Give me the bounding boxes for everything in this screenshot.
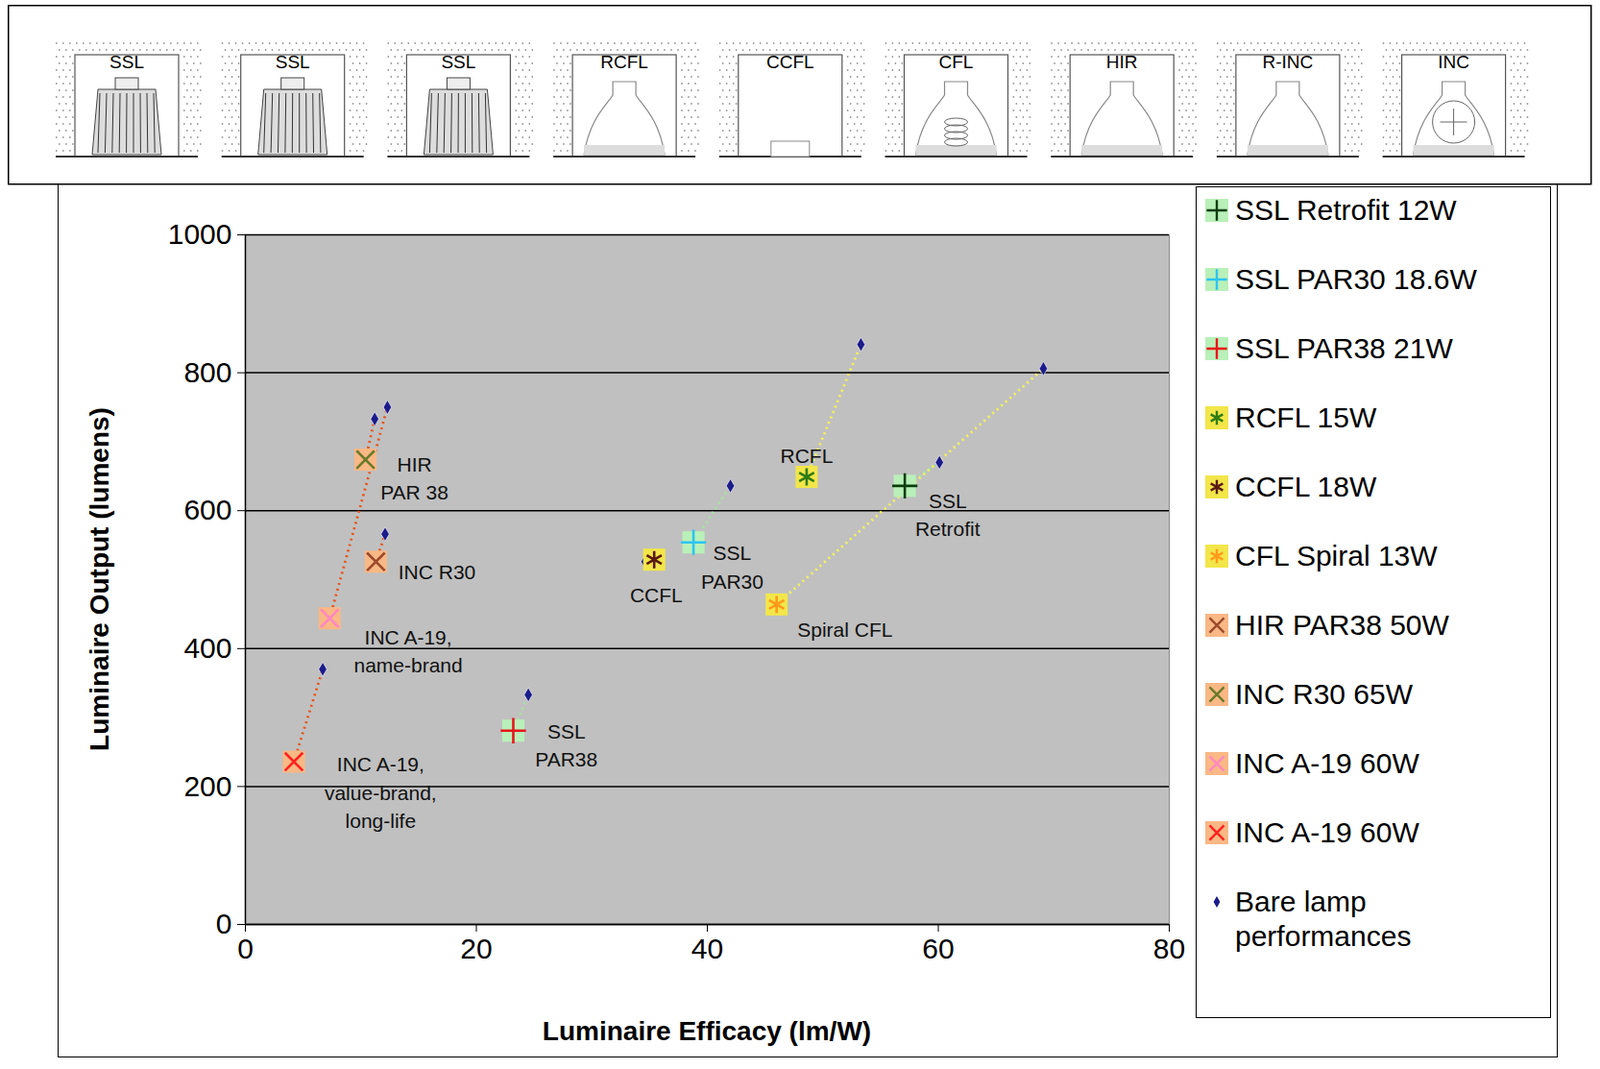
svg-text:SSLPAR30: SSLPAR30 xyxy=(701,541,764,592)
svg-text:INC A-19,name-brand: INC A-19,name-brand xyxy=(353,626,462,677)
svg-text:SSL: SSL xyxy=(109,51,145,73)
html-text:CFL Spiral 13W: CFL Spiral 13W xyxy=(1235,539,1438,572)
html-text:HIR PAR38 50W: HIR PAR38 50W xyxy=(1235,608,1450,641)
html-text:SSL PAR38 21W: SSL PAR38 21W xyxy=(1235,332,1453,364)
html-text:Bare lamp performances: Bare lamp performances xyxy=(1235,885,1412,952)
svg-text:CCFL: CCFL xyxy=(630,583,683,607)
svg-text:60: 60 xyxy=(921,932,954,965)
svg-text:CFL: CFL xyxy=(939,51,974,73)
svg-text:INC A-19,value-brand,long-life: INC A-19,value-brand,long-life xyxy=(324,752,437,832)
html-text:SSL Retrofit 12W: SSL Retrofit 12W xyxy=(1235,193,1457,226)
svg-text:HIR: HIR xyxy=(1106,51,1139,73)
html-text:SSL PAR30 18.6W: SSL PAR30 18.6W xyxy=(1235,263,1477,295)
svg-text:800: 800 xyxy=(183,356,232,388)
svg-text:RCFL: RCFL xyxy=(600,51,649,73)
svg-text:HIRPAR 38: HIRPAR 38 xyxy=(380,453,449,504)
html-text:INC R30 65W: INC R30 65W xyxy=(1235,678,1413,710)
html-text:CCFL 18W: CCFL 18W xyxy=(1235,470,1377,503)
svg-text:80: 80 xyxy=(1153,932,1186,965)
html-text:RCFL 15W: RCFL 15W xyxy=(1235,401,1377,434)
svg-text:0: 0 xyxy=(237,932,254,965)
svg-text:INC: INC xyxy=(1437,51,1470,73)
svg-text:200: 200 xyxy=(183,770,232,802)
html-text:INC A-19 60W: INC A-19 60W xyxy=(1235,816,1420,849)
svg-text:400: 400 xyxy=(183,631,232,664)
svg-text:SSLRetrofit: SSLRetrofit xyxy=(915,489,981,540)
html-text:INC A-19 60W: INC A-19 60W xyxy=(1235,747,1420,779)
svg-text:1000: 1000 xyxy=(168,218,233,250)
svg-text:CCFL: CCFL xyxy=(766,51,815,73)
html-text:Luminaire Output (lumens): Luminaire Output (lumens) xyxy=(84,407,115,751)
svg-text:SSLPAR38: SSLPAR38 xyxy=(534,720,598,771)
svg-text:600: 600 xyxy=(183,493,232,526)
html-text:Luminaire Efficacy (lm/W): Luminaire Efficacy (lm/W) xyxy=(542,1016,872,1046)
svg-text:RCFL: RCFL xyxy=(779,444,833,467)
svg-text:INC R30: INC R30 xyxy=(398,560,477,583)
svg-text:SSL: SSL xyxy=(275,51,311,73)
svg-text:0: 0 xyxy=(216,907,233,940)
svg-text:Spiral CFL: Spiral CFL xyxy=(797,618,893,641)
svg-text:40: 40 xyxy=(691,932,724,965)
svg-text:20: 20 xyxy=(460,932,492,965)
svg-text:R-INC: R-INC xyxy=(1262,51,1314,73)
svg-text:SSL: SSL xyxy=(440,51,476,73)
